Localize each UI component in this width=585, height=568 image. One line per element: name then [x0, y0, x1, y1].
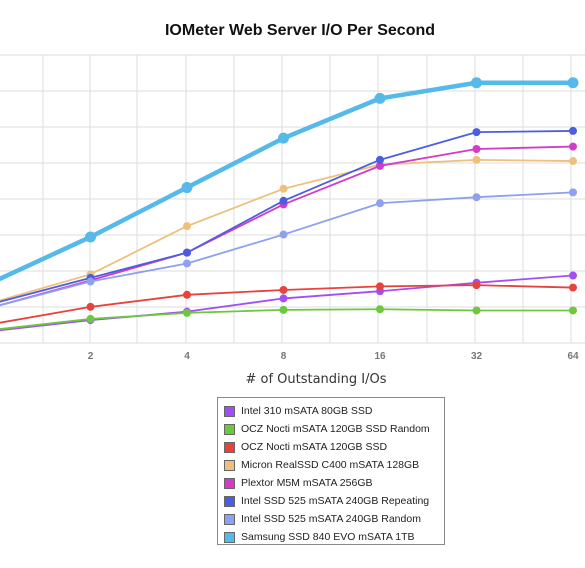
data-point — [569, 283, 577, 292]
x-tick-label: 2 — [88, 351, 94, 362]
data-point — [569, 142, 577, 151]
data-point — [376, 282, 384, 291]
data-point — [472, 193, 481, 202]
x-tick-label: 64 — [567, 351, 579, 362]
legend-label: Intel SSD 525 mSATA 240GB Random — [241, 513, 421, 525]
legend-swatch — [224, 495, 235, 507]
data-point — [569, 306, 577, 315]
data-point — [86, 302, 95, 311]
data-point — [183, 248, 191, 257]
x-tick-labels: 2 4 8 16 32 64 — [88, 351, 579, 362]
data-point — [471, 77, 482, 89]
data-point — [472, 306, 481, 315]
legend-item: Samsung SSD 840 EVO mSATA 1TB — [224, 528, 444, 546]
data-point — [279, 305, 288, 314]
data-point — [569, 126, 577, 135]
series-lines — [0, 77, 579, 332]
x-tick-label: 8 — [281, 351, 287, 362]
data-point — [472, 144, 481, 153]
legend-label: Samsung SSD 840 EVO mSATA 1TB — [241, 531, 415, 543]
data-point — [472, 281, 481, 290]
x-axis-label: # of Outstanding I/Os — [245, 372, 386, 387]
data-point — [472, 155, 481, 164]
data-point — [85, 231, 96, 243]
series-line — [0, 130, 574, 303]
legend-item: Intel SSD 525 mSATA 240GB Random — [224, 510, 444, 528]
legend-item: Micron RealSSD C400 mSATA 128GB — [224, 456, 444, 474]
legend-item: OCZ Nocti mSATA 120GB SSD — [224, 438, 444, 456]
legend-swatch — [224, 513, 235, 525]
legend-swatch — [224, 477, 235, 489]
data-point — [567, 77, 579, 89]
legend-swatch — [224, 531, 235, 543]
legend-item: Intel SSD 525 mSATA 240GB Repeating — [224, 492, 444, 510]
x-tick-label: 32 — [471, 351, 483, 362]
legend-label: Intel SSD 525 mSATA 240GB Repeating — [241, 495, 430, 507]
chart-title: IOMeter Web Server I/O Per Second — [165, 22, 435, 39]
legend-swatch — [224, 423, 235, 435]
data-point — [86, 277, 95, 286]
legend-label: Intel 310 mSATA 80GB SSD — [241, 405, 373, 417]
data-point — [183, 290, 191, 299]
x-tick-label: 4 — [184, 351, 190, 362]
x-tick-label: 16 — [374, 351, 386, 362]
data-point — [376, 199, 384, 208]
data-point — [374, 92, 386, 104]
data-point — [278, 132, 289, 144]
data-point — [86, 314, 95, 323]
data-point — [376, 161, 384, 170]
data-point — [279, 196, 288, 205]
legend-swatch — [224, 405, 235, 417]
legend-label: OCZ Nocti mSATA 120GB SSD — [241, 441, 388, 453]
data-point — [279, 285, 288, 294]
data-point — [181, 182, 193, 194]
grid — [0, 54, 585, 344]
series-1 — [0, 305, 577, 330]
series-line — [0, 80, 573, 282]
legend-swatch — [224, 441, 235, 453]
legend-label: Plextor M5M mSATA 256GB — [241, 477, 373, 489]
data-point — [569, 271, 577, 280]
series-7 — [0, 77, 579, 282]
legend-item: Intel 310 mSATA 80GB SSD — [224, 402, 444, 420]
data-point — [183, 222, 191, 231]
data-point — [279, 184, 288, 193]
series-line — [0, 274, 574, 332]
series-2 — [0, 281, 577, 324]
legend-swatch — [224, 459, 235, 471]
legend-label: Micron RealSSD C400 mSATA 128GB — [241, 459, 420, 471]
legend-label: OCZ Nocti mSATA 120GB SSD Random — [241, 423, 430, 435]
series-6 — [0, 188, 577, 307]
data-point — [376, 155, 384, 164]
data-point — [183, 259, 191, 268]
data-point — [472, 128, 481, 137]
legend-item: OCZ Nocti mSATA 120GB SSD Random — [224, 420, 444, 438]
data-point — [569, 157, 577, 166]
data-point — [376, 305, 384, 314]
data-point — [569, 188, 577, 197]
data-point — [183, 308, 191, 317]
data-point — [279, 294, 288, 303]
legend: Intel 310 mSATA 80GB SSD OCZ Nocti mSATA … — [217, 397, 445, 545]
data-point — [279, 230, 288, 239]
legend-item: Plextor M5M mSATA 256GB — [224, 474, 444, 492]
